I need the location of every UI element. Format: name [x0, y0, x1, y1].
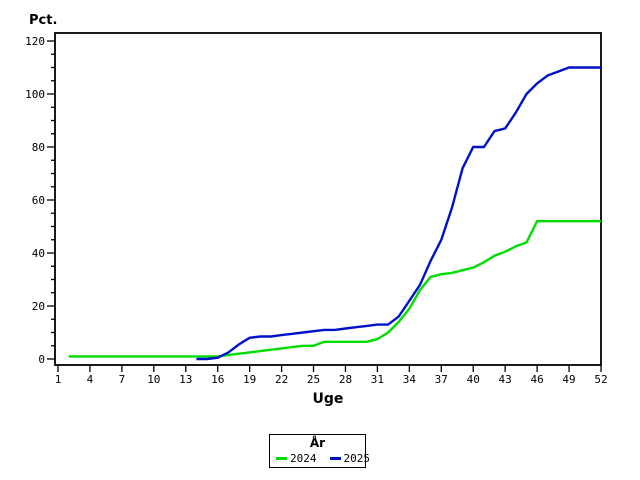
x-tick-label: 49 — [562, 373, 575, 386]
x-tick-label: 40 — [467, 373, 480, 386]
legend-title: År — [309, 436, 326, 450]
legend-swatch-2024-icon — [276, 457, 287, 460]
plot-frame — [54, 32, 602, 366]
x-tick-label: 4 — [87, 373, 94, 386]
x-tick-label: 46 — [530, 373, 543, 386]
x-tick-label: 34 — [403, 373, 417, 386]
series-line-2025 — [196, 66, 601, 361]
x-tick-label: 22 — [275, 373, 288, 386]
x-tick-label: 37 — [435, 373, 448, 386]
x-tick-label: 25 — [307, 373, 320, 386]
y-tick-label: 60 — [32, 194, 45, 207]
x-tick-label: 7 — [119, 373, 126, 386]
x-axis: 1 4 7 10 13 16 19 22 25 28 31 34 37 40 43 46 49 52 — [55, 365, 608, 386]
x-tick-label: 28 — [339, 373, 352, 386]
y-axis-title: Pct. — [29, 13, 58, 28]
y-tick-label: 0 — [38, 353, 45, 366]
x-tick-label: 43 — [499, 373, 512, 386]
legend-label-2024: 2024 — [290, 452, 317, 465]
series-line-2024 — [68, 219, 601, 358]
x-axis-title: Uge — [312, 391, 344, 407]
x-tick-label: 16 — [211, 373, 224, 386]
legend: År 2024 2025 — [269, 434, 370, 468]
x-tick-label: 52 — [594, 373, 607, 386]
x-tick-label: 10 — [147, 373, 160, 386]
legend-item-2025: 2025 — [329, 452, 371, 465]
y-tick-label: 40 — [32, 247, 45, 260]
y-tick-label: 80 — [32, 141, 45, 154]
y-tick-label: 120 — [25, 35, 45, 48]
legend-item-2024: 2024 — [276, 452, 317, 465]
legend-label-2025: 2025 — [343, 452, 371, 465]
y-tick-label: 20 — [32, 300, 45, 313]
x-tick-label: 31 — [371, 373, 384, 386]
y-tick-label: 100 — [25, 88, 45, 101]
legend-swatch-2025-icon — [329, 457, 341, 460]
legend-items: 2024 2025 — [270, 449, 370, 465]
x-tick-label: 13 — [179, 373, 192, 386]
x-tick-label: 1 — [55, 373, 62, 386]
x-tick-label: 19 — [243, 373, 256, 386]
y-axis: 0 20 40 60 80 100 120 — [25, 35, 55, 366]
